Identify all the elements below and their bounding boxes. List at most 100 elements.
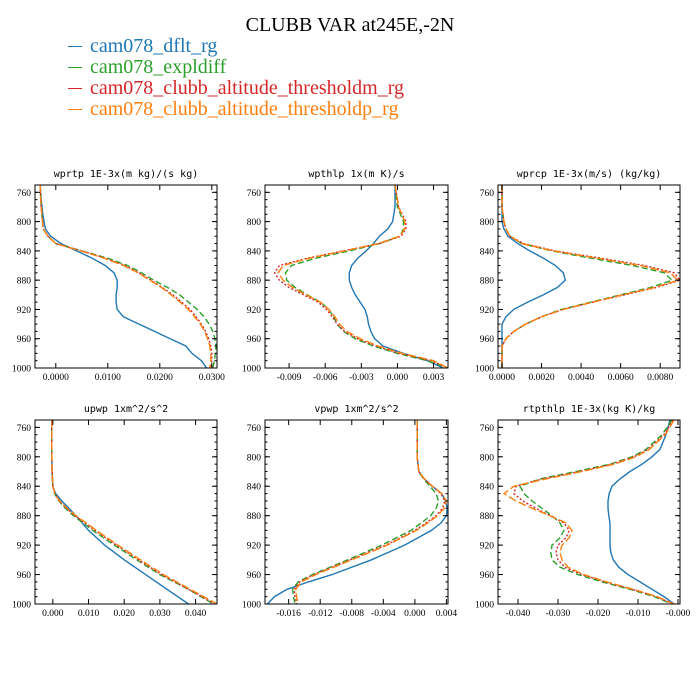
series-line bbox=[348, 185, 444, 368]
series-line bbox=[501, 185, 674, 368]
x-tick-label: -0.012 bbox=[308, 609, 333, 619]
series-line bbox=[295, 420, 448, 604]
y-tick-label: 920 bbox=[247, 542, 262, 552]
legend-swatch bbox=[68, 88, 82, 89]
x-tick-label: -0.010 bbox=[626, 609, 651, 619]
panel: wprtp 1E-3x(m kg)/(s kg) 760 800 840 880 920 9… bbox=[12, 169, 225, 383]
x-tick-label: 0.0020 bbox=[528, 373, 554, 383]
y-tick-label: 960 bbox=[247, 335, 262, 345]
y-tick-label: 1000 bbox=[242, 365, 261, 375]
y-tick-label: 1000 bbox=[12, 365, 31, 375]
x-tick-label: -0.000 bbox=[666, 609, 691, 619]
x-tick-label: -0.016 bbox=[276, 609, 301, 619]
x-tick-label: 0.0200 bbox=[147, 373, 173, 383]
x-tick-label: 0.004 bbox=[436, 609, 458, 619]
y-tick-label: 760 bbox=[17, 189, 32, 199]
x-tick-label: 0.020 bbox=[114, 609, 136, 619]
y-tick-label: 880 bbox=[480, 512, 495, 522]
y-tick-label: 800 bbox=[247, 453, 262, 463]
x-tick-label: -0.006 bbox=[313, 373, 338, 383]
y-tick-label: 880 bbox=[247, 277, 262, 287]
x-tick-label: -0.040 bbox=[506, 609, 531, 619]
panel-title: rtpthlp 1E-3x(kg K)/kg bbox=[523, 404, 655, 415]
series-line bbox=[502, 420, 675, 604]
y-tick-label: 1000 bbox=[12, 601, 31, 611]
x-tick-label: -0.020 bbox=[586, 609, 611, 619]
y-tick-label: 840 bbox=[480, 247, 495, 257]
legend-label: cam078_clubb_altitude_thresholdp_rg bbox=[90, 98, 399, 120]
x-tick-label: 0.000 bbox=[387, 373, 409, 383]
x-tick-label: -0.003 bbox=[349, 373, 374, 383]
panel: vpwp 1xm^2/s^2 760 800 840 880 920 960 1000 -0.0… bbox=[242, 404, 457, 619]
plot-frame bbox=[497, 184, 681, 369]
y-tick-label: 760 bbox=[247, 189, 262, 199]
y-tick-label: 880 bbox=[247, 512, 262, 522]
x-tick-label: 0.0000 bbox=[489, 373, 515, 383]
series-line bbox=[39, 185, 212, 368]
series-line bbox=[39, 185, 213, 368]
y-tick-label: 840 bbox=[480, 483, 495, 493]
y-tick-label: 960 bbox=[17, 571, 32, 581]
y-tick-label: 920 bbox=[17, 306, 32, 316]
y-tick-label: 840 bbox=[247, 483, 262, 493]
series-line bbox=[273, 185, 448, 368]
legend-label: cam078_clubb_altitude_thresholdm_rg bbox=[90, 77, 405, 99]
x-tick-label: 0.0040 bbox=[568, 373, 594, 383]
y-tick-label: 960 bbox=[480, 571, 495, 581]
y-tick-label: 800 bbox=[480, 218, 495, 228]
x-tick-label: -0.009 bbox=[277, 373, 302, 383]
y-tick-label: 800 bbox=[480, 453, 495, 463]
y-tick-label: 840 bbox=[17, 247, 32, 257]
series-line bbox=[39, 185, 208, 368]
y-tick-label: 760 bbox=[17, 424, 32, 434]
panel: wpthlp 1x(m K)/s 760 800 840 880 920 960 1000 -0… bbox=[242, 169, 449, 383]
plot-frame bbox=[34, 419, 218, 605]
series-line bbox=[513, 420, 674, 604]
y-tick-label: 800 bbox=[247, 218, 262, 228]
y-tick-label: 760 bbox=[480, 424, 495, 434]
x-tick-label: 0.010 bbox=[78, 609, 100, 619]
series-line bbox=[266, 420, 448, 604]
x-tick-label: -0.030 bbox=[546, 609, 571, 619]
series-line bbox=[501, 185, 680, 368]
panel-title: wprtp 1E-3x(m kg)/(s kg) bbox=[54, 169, 199, 180]
y-tick-label: 960 bbox=[17, 335, 32, 345]
series-line bbox=[277, 185, 448, 368]
series-line bbox=[51, 420, 217, 604]
panel: rtpthlp 1E-3x(kg K)/kg 760 800 840 880 920 960… bbox=[475, 404, 691, 619]
x-tick-label: 0.0300 bbox=[199, 373, 225, 383]
y-tick-label: 960 bbox=[480, 335, 495, 345]
legend-label: cam078_expldiff bbox=[90, 56, 227, 78]
y-tick-label: 1000 bbox=[475, 365, 494, 375]
x-tick-label: 0.000 bbox=[404, 609, 426, 619]
y-tick-label: 800 bbox=[17, 218, 32, 228]
y-tick-label: 840 bbox=[247, 247, 262, 257]
y-tick-label: 880 bbox=[480, 277, 495, 287]
panel-title: wpthlp 1x(m K)/s bbox=[308, 169, 404, 180]
x-tick-label: 0.0060 bbox=[608, 373, 634, 383]
panel: wprcp 1E-3x(m/s) (kg/kg) 760 800 840 880 920 9… bbox=[475, 169, 681, 383]
y-tick-label: 920 bbox=[480, 542, 495, 552]
y-tick-label: 1000 bbox=[475, 601, 494, 611]
legend-swatch bbox=[68, 109, 82, 110]
x-tick-label: 0.040 bbox=[185, 609, 207, 619]
x-tick-label: -0.008 bbox=[339, 609, 364, 619]
series-line bbox=[501, 185, 680, 368]
y-tick-label: 760 bbox=[247, 424, 262, 434]
panel: upwp 1xm^2/s^2 760 800 840 880 920 960 1000 0.00… bbox=[12, 404, 218, 619]
series-line bbox=[501, 185, 567, 368]
y-tick-label: 760 bbox=[480, 189, 495, 199]
panel-title: vpwp 1xm^2/s^2 bbox=[314, 404, 398, 415]
y-tick-label: 920 bbox=[17, 542, 32, 552]
plot-frame bbox=[497, 419, 681, 605]
legend-swatch bbox=[68, 46, 82, 47]
series-line bbox=[607, 420, 675, 604]
legend-swatch bbox=[68, 67, 82, 68]
plot-frame bbox=[264, 184, 449, 369]
y-tick-label: 840 bbox=[17, 483, 32, 493]
series-line bbox=[284, 185, 448, 368]
figure-title: CLUBB VAR at245E,-2N bbox=[245, 14, 455, 36]
series-line bbox=[39, 185, 217, 368]
series-line bbox=[51, 420, 214, 604]
